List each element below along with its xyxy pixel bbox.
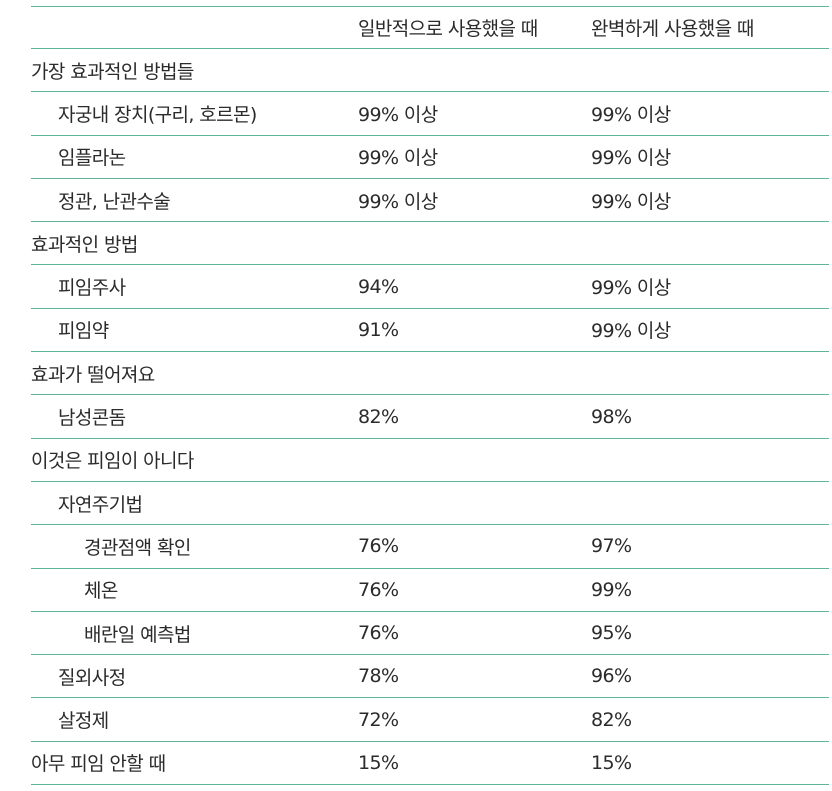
table-header-row: 일반적으로 사용했을 때 완벽하게 사용했을 때	[31, 6, 829, 49]
method-label: 자궁내 장치(구리, 호르몬)	[58, 103, 257, 126]
typical-use-value: 94%	[358, 275, 399, 298]
table-row: 이것은 피임이 아니다	[31, 439, 829, 482]
method-label: 살정제	[58, 710, 109, 733]
method-label: 배란일 예측법	[84, 623, 191, 646]
typical-use-value: 82%	[358, 405, 399, 428]
perfect-use-value: 99%	[591, 578, 632, 601]
method-label: 체온	[84, 580, 118, 603]
table-row: 배란일 예측법 76% 95%	[31, 612, 829, 656]
typical-use-value: 15%	[358, 751, 399, 774]
table-row: 아무 피임 안할 때 15% 15%	[31, 742, 829, 786]
typical-use-value: 78%	[358, 665, 399, 688]
table-row: 자연주기법	[31, 482, 829, 526]
table-row: 효과가 떨어져요	[31, 352, 829, 396]
table-row: 피임주사 94% 99% 이상	[31, 265, 829, 309]
category-label: 이것은 피임이 아니다	[31, 450, 194, 473]
typical-use-value: 76%	[358, 622, 399, 644]
table-row: 임플라논 99% 이상 99% 이상	[31, 136, 829, 179]
perfect-use-value: 82%	[591, 708, 632, 731]
typical-use-value: 99% 이상	[358, 190, 438, 213]
perfect-use-value: 99% 이상	[591, 103, 671, 126]
header-perfect-use: 완벽하게 사용했을 때	[591, 18, 754, 40]
table-row: 가장 효과적인 방법들	[31, 49, 829, 93]
table-row: 자궁내 장치(구리, 호르몬) 99% 이상 99% 이상	[31, 92, 829, 136]
category-label: 가장 효과적인 방법들	[31, 60, 194, 83]
method-label: 임플라논	[58, 147, 126, 170]
table-row: 살정제 72% 82%	[31, 698, 829, 742]
perfect-use-value: 99% 이상	[591, 147, 671, 170]
category-label: 아무 피임 안할 때	[31, 753, 166, 776]
perfect-use-value: 99% 이상	[591, 277, 671, 300]
typical-use-value: 76%	[358, 535, 399, 558]
method-label: 경관점액 확인	[84, 536, 191, 559]
category-label: 효과가 떨어져요	[31, 363, 155, 386]
table-row: 효과적인 방법	[31, 222, 829, 266]
table-row: 남성콘돔 82% 98%	[31, 395, 829, 439]
table-row: 체온 76% 99%	[31, 569, 829, 612]
table-row: 정관, 난관수술 99% 이상 99% 이상	[31, 179, 829, 223]
header-typical-use: 일반적으로 사용했을 때	[358, 18, 538, 40]
perfect-use-value: 98%	[591, 405, 632, 428]
perfect-use-value: 97%	[591, 535, 632, 558]
table-row: 피임약 91% 99% 이상	[31, 309, 829, 353]
typical-use-value: 91%	[358, 318, 399, 341]
typical-use-value: 99% 이상	[358, 147, 438, 170]
typical-use-value: 72%	[358, 708, 399, 731]
method-label: 남성콘돔	[58, 407, 126, 430]
method-label: 피임약	[58, 320, 109, 343]
method-label: 정관, 난관수술	[58, 190, 171, 213]
table-body: 가장 효과적인 방법들 자궁내 장치(구리, 호르몬) 99% 이상 99% 이상 임플…	[31, 49, 829, 786]
table-row: 경관점액 확인 76% 97%	[31, 525, 829, 569]
typical-use-value: 99% 이상	[358, 103, 438, 126]
perfect-use-value: 99% 이상	[591, 320, 671, 343]
method-label: 피임주사	[58, 277, 126, 300]
perfect-use-value: 95%	[591, 622, 632, 644]
method-label: 자연주기법	[58, 493, 143, 516]
perfect-use-value: 15%	[591, 751, 632, 774]
perfect-use-value: 99% 이상	[591, 190, 671, 213]
category-label: 효과적인 방법	[31, 233, 138, 256]
typical-use-value: 76%	[358, 578, 399, 601]
table-row: 질외사정 78% 96%	[31, 655, 829, 699]
perfect-use-value: 96%	[591, 665, 632, 688]
method-label: 질외사정	[58, 666, 126, 689]
